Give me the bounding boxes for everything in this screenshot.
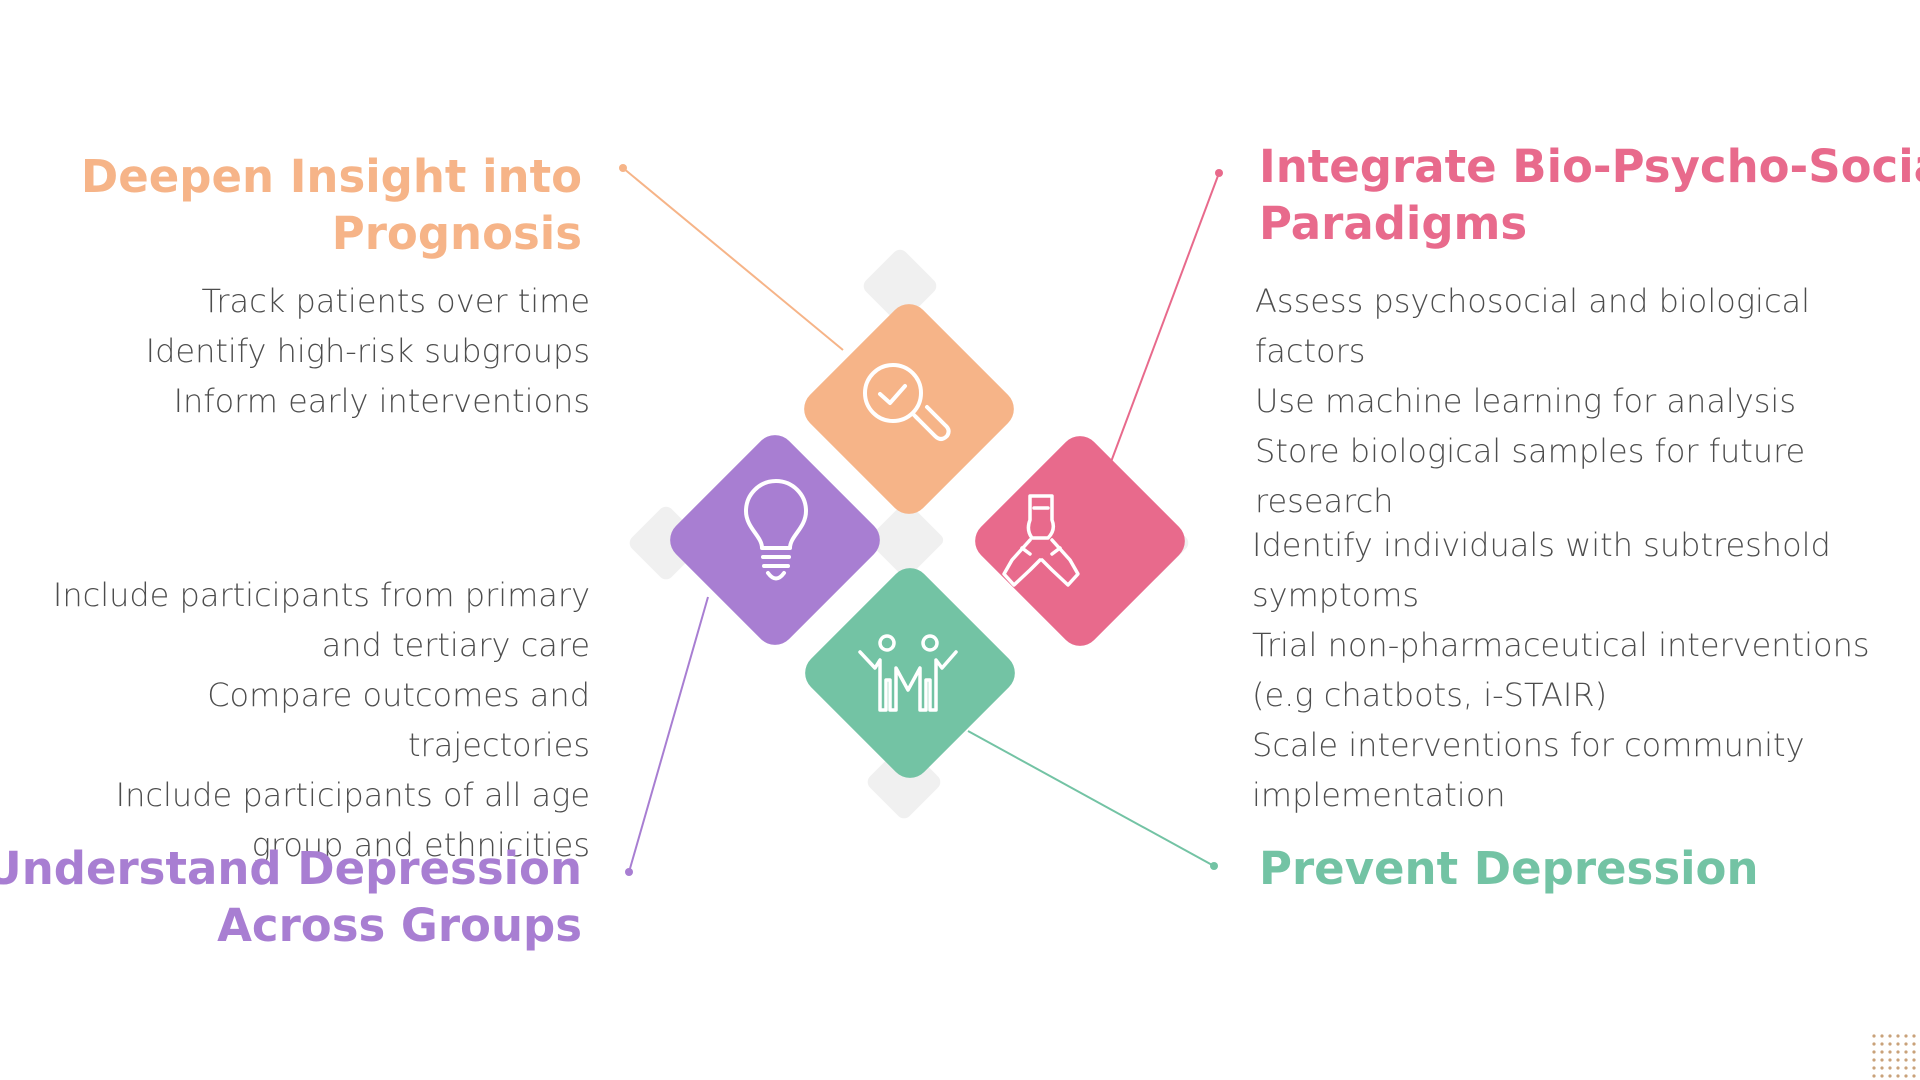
prognosis-title-line-1: Deepen Insight into [80, 150, 582, 203]
groups-list: Include participants from primary and te… [20, 570, 590, 870]
magnifier-check-icon [863, 363, 951, 441]
tile-prognosis [804, 304, 1014, 514]
prognosis-list: Track patients over time Identify high-r… [50, 276, 590, 426]
dot-grid-decoration [1872, 1034, 1916, 1078]
joined-hands-icon [1002, 494, 1080, 587]
connector-prevent [967, 730, 1218, 870]
list-item: Use machine learning for analysis [1255, 382, 1796, 420]
list-item: Identify high-risk subgroups [145, 332, 590, 370]
list-item: Compare outcomes and trajectories [207, 676, 590, 764]
connector-biopsychosocial [1101, 169, 1223, 487]
tile-prevent [805, 568, 1015, 778]
connector-groups [625, 596, 709, 876]
list-item: Identify individuals with subtreshold sy… [1252, 526, 1831, 614]
list-item: Include participants from primary and te… [52, 576, 590, 664]
shadow-diamond-center [868, 502, 944, 578]
list-item: Trial non-pharmaceutical interventions (… [1252, 626, 1870, 714]
biopsychosocial-title-line-1: Integrate Bio-Psycho-Social [1259, 140, 1920, 193]
connector-prognosis [619, 164, 844, 351]
groups-title-line-2: Across Groups [217, 899, 582, 952]
prevent-title-line-1: Prevent Depression [1259, 842, 1759, 895]
biopsychosocial-title-line-2: Paradigms [1259, 197, 1528, 250]
list-item: Inform early interventions [173, 382, 590, 420]
two-people-icon [858, 634, 958, 712]
prognosis-title-line-2: Prognosis [331, 207, 582, 260]
list-item: Assess psychosocial and biological facto… [1255, 282, 1811, 370]
prevent-list: Identify individuals with subtreshold sy… [1252, 520, 1912, 820]
list-item: Store biological samples for future rese… [1255, 432, 1806, 520]
shadow-diamond-top [863, 249, 937, 323]
list-item: Include participants of all age group an… [115, 776, 590, 864]
prevent-title: Prevent Depression [1259, 840, 1759, 897]
biopsychosocial-list: Assess psychosocial and biological facto… [1255, 276, 1915, 526]
prognosis-title: Deepen Insight into Prognosis [81, 148, 582, 262]
groups-title-line-1: Understand Depression [0, 842, 582, 895]
list-item: Track patients over time [201, 282, 590, 320]
tile-groups [670, 435, 880, 645]
lightbulb-icon [744, 479, 808, 581]
tile-biopsychosocial [975, 436, 1185, 646]
groups-title: Understand Depression Across Groups [0, 840, 582, 954]
biopsychosocial-title: Integrate Bio-Psycho-Social Paradigms [1259, 138, 1920, 252]
list-item: Scale interventions for community implem… [1252, 726, 1805, 814]
